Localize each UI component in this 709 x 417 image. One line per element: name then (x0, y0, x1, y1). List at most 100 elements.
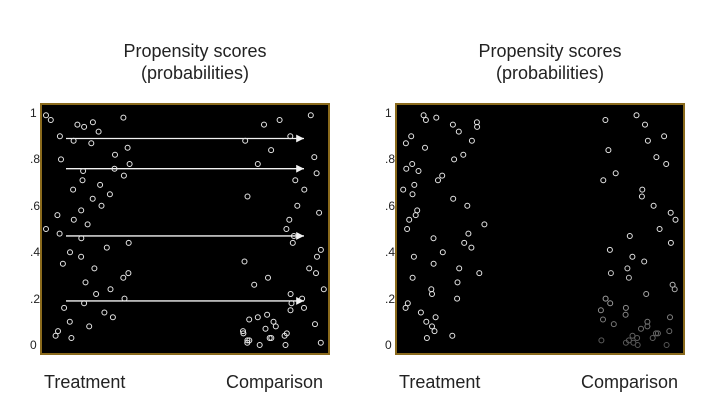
plot-area (395, 103, 685, 355)
treatment-point (430, 260, 437, 267)
comparison-point (672, 216, 679, 223)
treatment-point (431, 328, 438, 335)
comparison-point (287, 133, 294, 140)
y-tick-label: .8 (30, 152, 41, 167)
comparison-point (629, 253, 636, 260)
treatment-point (455, 128, 462, 135)
treatment-point (89, 195, 96, 202)
comparison-point (240, 328, 246, 335)
comparison-point (634, 342, 641, 348)
y-tick-label: .4 (30, 245, 41, 260)
y-tick-label: .4 (385, 245, 396, 260)
comparison-point (316, 209, 323, 216)
treatment-point (464, 202, 471, 209)
treatment-point (103, 244, 110, 251)
treatment-point (402, 140, 409, 147)
treatment-point (81, 123, 88, 130)
treatment-point (67, 249, 73, 256)
comparison-point (653, 330, 659, 337)
chart-panel-left: Propensity scores (probabilities) 0 .2 .4.… (0, 0, 354, 417)
comparison-point (244, 337, 251, 344)
x-category-label-treatment: Treatment (44, 372, 126, 392)
treatment-point (429, 291, 435, 297)
comparison-point (294, 202, 301, 209)
treatment-point (454, 295, 461, 302)
y-tick-label: 0 (385, 338, 392, 352)
comparison-point (607, 300, 614, 307)
comparison-point (625, 274, 632, 281)
comparison-point (314, 253, 320, 260)
treatment-point (404, 226, 411, 232)
x-category-label-comparison: Comparison (581, 372, 679, 392)
treatment-point (58, 156, 64, 163)
comparison-point (306, 265, 313, 272)
treatment-point (461, 239, 468, 246)
treatment-point (456, 265, 463, 272)
treatment-point (409, 274, 416, 281)
comparison-point (262, 325, 269, 332)
scatter-svg (400, 112, 679, 348)
treatment-point (474, 123, 481, 130)
comparison-point (597, 307, 604, 314)
treatment-point (109, 314, 116, 321)
y-tick-label: .2 (385, 291, 396, 306)
comparison-point (666, 328, 673, 335)
comparison-point (641, 258, 648, 265)
treatment-point (126, 161, 133, 167)
chart-title-line-1: Propensity scores (478, 41, 622, 61)
treatment-point (78, 235, 85, 242)
treatment-point (97, 181, 104, 188)
treatment-point (408, 133, 415, 140)
comparison-point (642, 121, 648, 128)
treatment-point (82, 279, 89, 286)
y-tick-label: 1 (385, 106, 392, 120)
treatment-point (78, 207, 85, 214)
treatment-point (89, 119, 96, 126)
comparison-point (634, 335, 641, 341)
comparison-point (313, 170, 320, 177)
comparison-point (240, 330, 247, 337)
comparison-point (607, 270, 614, 277)
treatment-point (409, 161, 416, 167)
treatment-point (439, 172, 446, 179)
comparison-point (633, 112, 640, 119)
treatment-point (81, 300, 88, 307)
treatment-point (79, 177, 86, 184)
treatment-point (412, 212, 419, 219)
treatment-point (54, 212, 61, 219)
comparison-point (600, 177, 607, 184)
comparison-point (653, 154, 660, 161)
treatment-point (402, 304, 409, 311)
treatment-point (101, 309, 108, 316)
comparison-point (287, 307, 294, 314)
treatment-point (422, 144, 428, 151)
comparison-point (244, 193, 251, 200)
treatment-point (409, 191, 416, 198)
comparison-point (317, 339, 324, 346)
chart-title-line-1: Propensity scores (123, 41, 267, 61)
chart-title-line-2: (probabilities) (495, 63, 605, 83)
comparison-point (661, 133, 668, 140)
treatment-point (404, 300, 411, 307)
comparison-point (290, 233, 297, 239)
comparison-point (649, 335, 656, 341)
comparison-point (622, 304, 629, 311)
treatment-point (56, 133, 63, 140)
comparison-point (241, 258, 248, 265)
comparison-point (301, 186, 308, 193)
y-tick-label: .2 (30, 291, 41, 306)
comparison-point (667, 314, 673, 321)
treatment-point (93, 291, 100, 297)
treatment-point (95, 128, 102, 135)
treatment-point (43, 226, 49, 232)
y-tick-label: .8 (385, 152, 396, 167)
comparison-point (276, 117, 283, 123)
comparison-point (311, 154, 318, 161)
treatment-point (454, 279, 461, 286)
comparison-point (624, 265, 631, 272)
treatment-point (111, 165, 118, 172)
treatment-point (439, 249, 446, 256)
treatment-point (420, 112, 427, 119)
treatment-point (423, 318, 430, 325)
comparison-point (242, 137, 249, 144)
